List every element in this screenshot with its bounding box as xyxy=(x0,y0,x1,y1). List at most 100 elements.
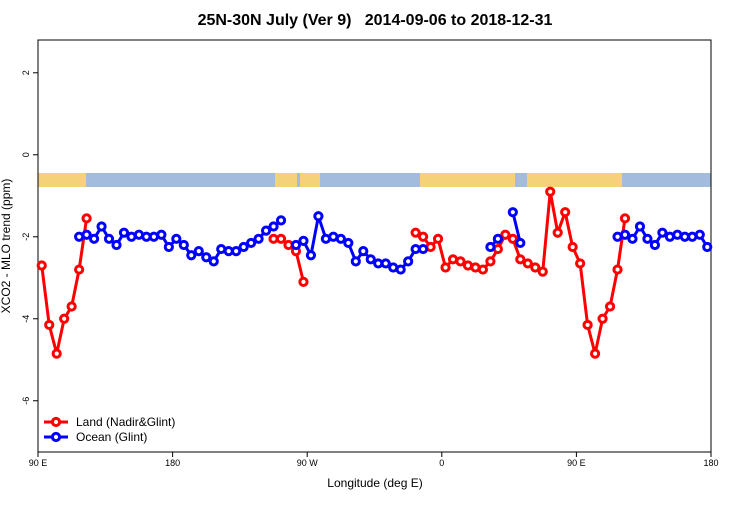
y-axis-title: XCO2 - MLO trend (ppm) xyxy=(0,179,13,314)
data-point xyxy=(537,266,548,277)
land-strip xyxy=(275,173,297,187)
data-point xyxy=(298,235,309,246)
data-point xyxy=(81,229,92,240)
data-point xyxy=(36,260,47,271)
data-point xyxy=(694,229,705,240)
data-point xyxy=(305,250,317,261)
data-point xyxy=(365,254,376,265)
data-point xyxy=(171,233,182,244)
x-tick-label: 180 xyxy=(165,458,180,468)
legend-label: Land (Nadir&Glint) xyxy=(76,415,175,429)
data-point xyxy=(44,319,55,331)
data-point xyxy=(275,233,287,244)
data-point xyxy=(350,256,361,267)
data-point xyxy=(66,301,77,312)
y-tick-label: -6 xyxy=(21,397,31,405)
data-point xyxy=(343,237,354,249)
land-mask-strip xyxy=(38,173,711,187)
data-point xyxy=(163,241,174,253)
data-point xyxy=(619,229,631,240)
data-point xyxy=(51,348,62,359)
data-point xyxy=(403,256,414,267)
data-point xyxy=(88,233,100,244)
data-point xyxy=(485,241,496,253)
data-point xyxy=(455,256,466,267)
data-point xyxy=(193,246,204,257)
data-point xyxy=(178,239,189,251)
data-point xyxy=(238,241,249,253)
data-point xyxy=(702,241,713,253)
x-axis-title: Longitude (deg E) xyxy=(327,476,422,490)
data-point xyxy=(268,221,279,232)
data-point xyxy=(358,246,369,257)
data-point xyxy=(515,254,526,265)
data-point xyxy=(260,225,272,236)
data-point xyxy=(246,237,257,249)
land-strip xyxy=(38,173,86,187)
data-point xyxy=(313,211,324,222)
data-point xyxy=(552,227,563,238)
y-tick-label: -4 xyxy=(21,315,31,323)
legend-label: Ocean (Glint) xyxy=(76,430,147,444)
data-point xyxy=(597,313,608,324)
data-point xyxy=(582,319,593,331)
x-tick-label: 0 xyxy=(439,458,444,468)
data-point xyxy=(507,233,518,244)
data-point xyxy=(335,233,346,244)
data-point xyxy=(440,262,451,273)
data-point xyxy=(485,256,496,267)
data-point xyxy=(545,186,556,197)
legend-marker xyxy=(50,416,62,428)
data-point xyxy=(560,207,571,218)
data-point xyxy=(275,215,287,226)
data-point xyxy=(156,229,167,240)
data-point xyxy=(477,264,489,275)
y-tick-label: 0 xyxy=(21,152,31,157)
data-point xyxy=(500,229,511,240)
data-point xyxy=(410,227,421,238)
land-strip xyxy=(527,173,622,187)
data-point xyxy=(642,233,653,244)
data-point xyxy=(418,243,429,255)
data-point xyxy=(612,264,623,275)
data-point xyxy=(111,239,122,251)
data-point xyxy=(515,237,526,249)
land-strip xyxy=(420,173,515,187)
x-tick-label: 180 xyxy=(703,458,718,468)
data-point xyxy=(231,246,242,257)
land-strip xyxy=(300,173,320,187)
data-point xyxy=(657,227,668,238)
data-point xyxy=(290,239,302,251)
data-point xyxy=(208,256,219,267)
data-point xyxy=(530,262,541,273)
data-point xyxy=(380,258,391,269)
x-tick-label: 90 W xyxy=(297,458,319,468)
data-point xyxy=(74,264,85,275)
data-point xyxy=(589,348,601,359)
data-point xyxy=(118,227,130,238)
data-point xyxy=(575,258,586,269)
data-point xyxy=(522,258,533,269)
legend-marker xyxy=(50,431,62,443)
data-point xyxy=(507,207,518,218)
data-point xyxy=(395,264,406,275)
y-tick-label: -2 xyxy=(21,233,31,241)
data-point xyxy=(649,239,661,251)
y-tick-label: 2 xyxy=(21,70,31,75)
data-point xyxy=(492,233,503,244)
data-point xyxy=(253,233,264,244)
data-point xyxy=(298,276,309,287)
data-point xyxy=(103,233,115,244)
data-point xyxy=(201,252,212,263)
x-tick-label: 90 E xyxy=(567,458,586,468)
data-point xyxy=(619,213,631,224)
data-point xyxy=(604,301,616,312)
data-point xyxy=(567,241,578,253)
data-point xyxy=(96,221,107,232)
data-point xyxy=(634,221,646,232)
chart-title: 25N-30N July (Ver 9) 2014-09-06 to 2018-… xyxy=(198,12,553,29)
data-point xyxy=(81,213,92,224)
